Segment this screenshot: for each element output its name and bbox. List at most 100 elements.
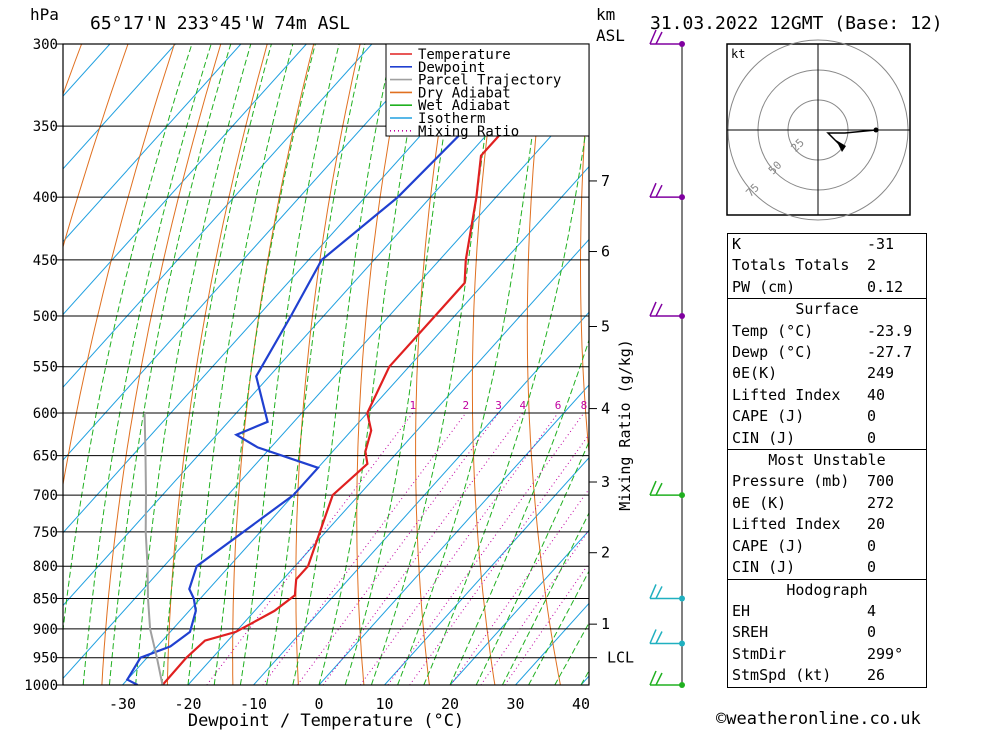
parcel-trace [143, 412, 164, 685]
mixing-ratio-label: 1 [409, 399, 416, 412]
pressure-tick-label: 850 [33, 591, 58, 607]
indices-panel: Most Unstable Pressure (mb) 700 θE (K) 272 Li… [727, 449, 927, 579]
mixing-ratio-label: 8 [581, 399, 588, 412]
dry-adiabat-line [916, 26, 1000, 685]
x-axis-title: Dewpoint / Temperature (°C) [188, 711, 464, 731]
index-label: StmDir [732, 644, 787, 663]
index-row: CAPE (J) 0 [728, 406, 926, 427]
dry-adiabat-line [63, 44, 129, 249]
dry-adiabat-line [632, 26, 691, 685]
index-label: SREH [732, 623, 769, 642]
pressure-tick-label: 550 [33, 360, 58, 376]
indices-panel: K -31 Totals Totals 2 PW (cm) 0.12 [727, 233, 927, 299]
wind-barb-feather [655, 631, 663, 644]
index-label: CIN (J) [732, 428, 796, 447]
index-value: 0 [867, 407, 877, 426]
index-row: θE (K) 272 [728, 493, 926, 514]
index-label: CAPE (J) [732, 536, 805, 555]
temperature-tick-label: 10 [375, 695, 393, 713]
mixing-ratio-line [359, 412, 559, 685]
index-value: 2 [867, 256, 877, 275]
wet-adiabat-line [292, 44, 394, 685]
pressure-tick-label: 950 [33, 651, 58, 667]
pressure-tick-label: 1000 [24, 678, 58, 694]
mixing-ratio-label: 2 [462, 399, 469, 412]
index-value: -27.7 [867, 343, 913, 362]
mixing-ratio-label: 15 [637, 399, 650, 412]
isotherm-line [63, 44, 307, 316]
mixing-ratio-label: 3 [495, 399, 502, 412]
mixing-ratio-line [387, 412, 585, 685]
index-row: Dewp (°C) -27.7 [728, 342, 926, 363]
temperature-tick-label: 40 [572, 695, 590, 713]
legend-label: Dewpoint [418, 60, 485, 76]
mixing-ratio-line [450, 488, 589, 685]
index-value: 700 [867, 472, 895, 491]
mixing-ratio-axis-title: Mixing Ratio (g/kg) [616, 339, 634, 511]
isotherm-line [63, 44, 504, 534]
index-value: 272 [867, 493, 895, 512]
dry-adiabat-line [166, 44, 268, 685]
height-tick-label: 3 [601, 473, 610, 491]
index-label: θE (K) [732, 493, 787, 512]
wet-adiabat-line [318, 44, 425, 685]
wind-barb-feather [649, 301, 657, 317]
wind-barb-feather [655, 303, 663, 317]
plot-border [62, 43, 590, 686]
mixing-ratio-label: 4 [519, 399, 526, 412]
height-tick-label: 1 [601, 615, 610, 633]
panel-header: Surface [795, 300, 859, 319]
index-label: StmSpd (kt) [732, 666, 832, 685]
index-value: 0 [867, 428, 877, 447]
wind-barbs [649, 29, 685, 688]
copyright-text: ©weatheronline.co.uk [716, 709, 921, 729]
index-row: SREH 0 [728, 622, 926, 643]
index-row: CIN (J) 0 [728, 557, 926, 578]
wet-adiabat-line [239, 44, 340, 685]
wet-adiabat-line [528, 570, 589, 685]
wind-barb-feather [649, 670, 657, 686]
index-value: 20 [867, 515, 886, 534]
wind-barb-feather [655, 586, 663, 599]
height-tick-label: 5 [601, 318, 610, 336]
height-tick-label: 6 [601, 243, 610, 261]
pressure-tick-label: 500 [33, 309, 58, 325]
isotherm-line [449, 529, 589, 685]
dry-adiabat-line [356, 44, 408, 685]
index-label: Lifted Index [732, 385, 841, 404]
pressure-tick-label: 600 [33, 406, 58, 422]
pressure-tick-label: 800 [33, 559, 58, 575]
mixing-ratio-label: 20 [665, 399, 678, 412]
height-tick-label: LCL [607, 649, 634, 667]
index-value: -31 [867, 235, 895, 253]
legend-label: Parcel Trajectory [418, 73, 561, 89]
legend-label: Isotherm [418, 111, 485, 127]
index-row: Temp (°C) -23.9 [728, 321, 926, 342]
location-title: 65°17'N 233°45'W 74m ASL [90, 13, 350, 34]
dewpoint-trace [125, 44, 517, 685]
hodograph-unit-label: kt [731, 47, 745, 61]
mixing-ratio-label: 25 [687, 399, 700, 412]
mixing-ratio-line [322, 412, 524, 685]
wet-adiabat-line [213, 44, 316, 685]
temperature-trace [161, 44, 563, 685]
wet-adiabat-line [108, 44, 232, 685]
index-label: Dewp (°C) [732, 343, 814, 362]
mixing-ratio-label: 6 [555, 399, 562, 412]
index-value: 40 [867, 385, 886, 404]
isotherm-line [63, 93, 589, 680]
panel-header: Most Unstable [768, 451, 886, 470]
asl-label: ASL [596, 26, 625, 45]
dry-adiabat-line [232, 44, 315, 685]
index-label: CIN (J) [732, 558, 796, 577]
wet-adiabat-line [161, 44, 272, 685]
panel-header: Hodograph [786, 580, 868, 599]
pressure-tick-label: 900 [33, 622, 58, 638]
wind-barb-feather [649, 29, 657, 45]
isotherm-line [63, 44, 176, 170]
isotherm-line [384, 457, 589, 685]
wet-adiabat-line [82, 44, 212, 685]
wet-adiabat-line [475, 440, 589, 685]
dry-adiabat-line [295, 44, 361, 685]
